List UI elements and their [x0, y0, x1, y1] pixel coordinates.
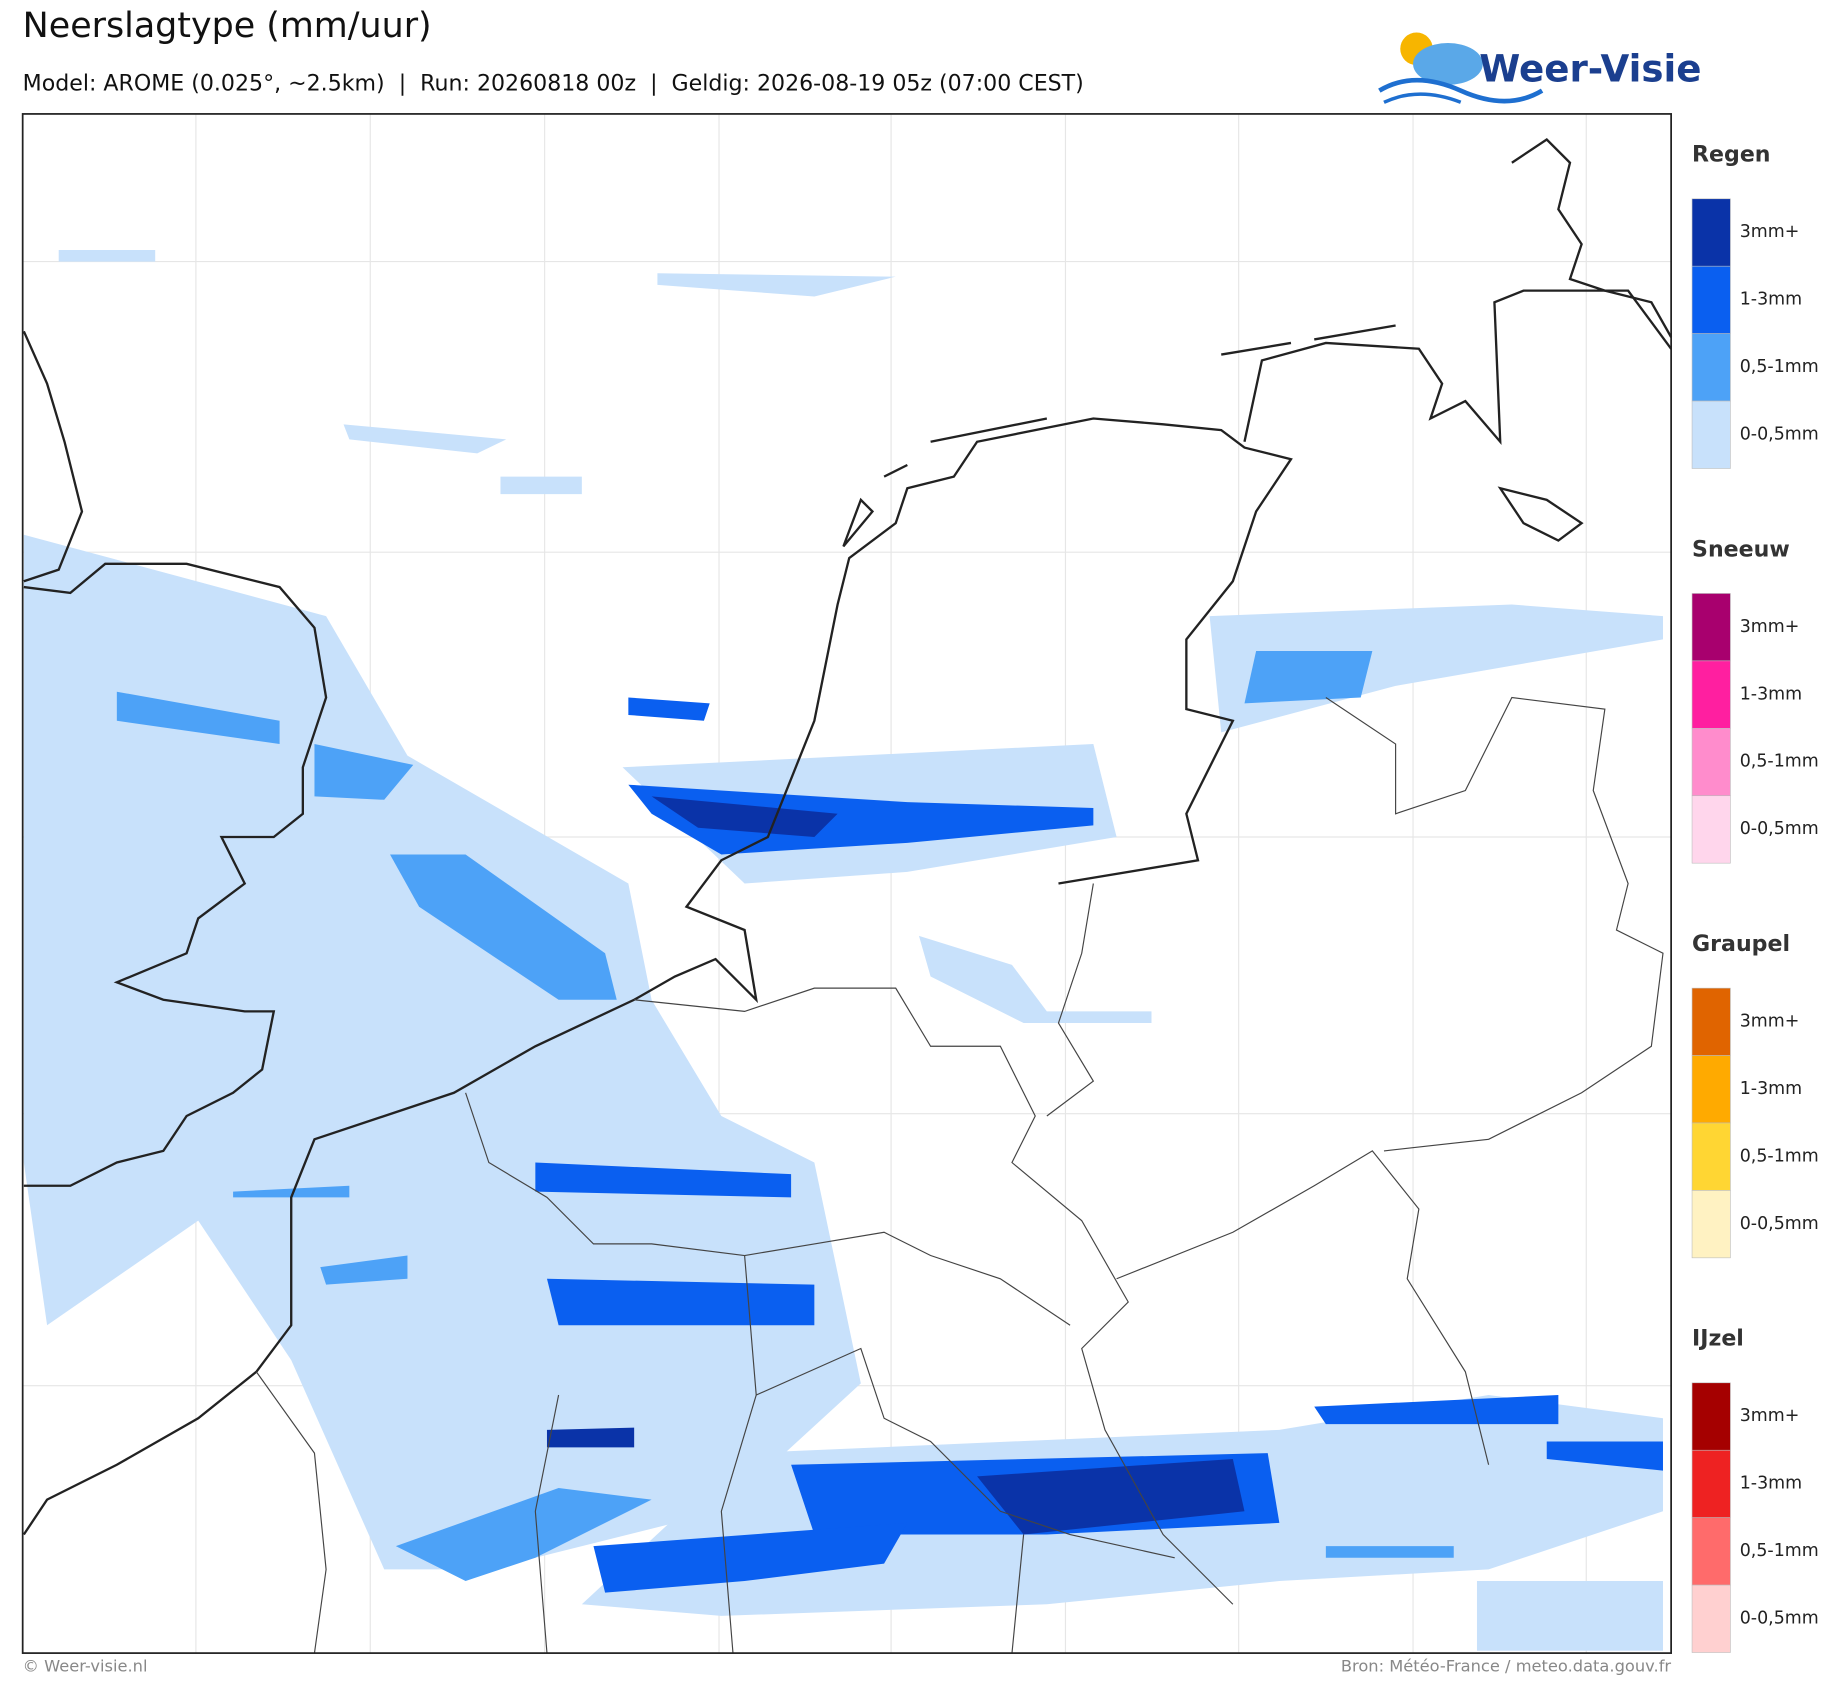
coastlines — [22, 138, 1673, 1536]
legend-swatch — [1691, 593, 1731, 662]
credit: © Weer-visie.nl — [23, 1657, 148, 1676]
logo-text: Weer-Visie — [1479, 46, 1701, 90]
rain-area — [390, 854, 617, 1000]
legend-swatch — [1691, 795, 1731, 864]
legend-label: 0-0,5mm — [1740, 1608, 1819, 1628]
legend-swatch — [1691, 728, 1731, 797]
legend-swatch — [1691, 265, 1731, 334]
rain-area — [58, 249, 156, 262]
legend-title: Regen — [1692, 143, 1770, 168]
rain-area — [1314, 1395, 1559, 1425]
legend-label: 1-3mm — [1740, 1474, 1802, 1494]
legend-label: 0,5-1mm — [1740, 752, 1819, 772]
subtitle: Model: AROME (0.025°, ~2.5km) | Run: 202… — [23, 72, 1084, 97]
legend-swatch — [1691, 1055, 1731, 1124]
legend-label: 1-3mm — [1740, 290, 1802, 310]
map-frame — [21, 113, 1672, 1654]
legend-swatch — [1691, 1122, 1731, 1191]
rain-area — [500, 476, 582, 495]
legend-swatch — [1691, 660, 1731, 729]
rain-area — [314, 744, 414, 800]
legend-label: 3mm+ — [1740, 1406, 1800, 1426]
rain-area — [651, 796, 838, 838]
borders — [255, 696, 1664, 1654]
source: Bron: Météo-France / meteo.data.gouv.fr — [1341, 1657, 1672, 1676]
rain-area — [116, 691, 280, 745]
legend-label: 0,5-1mm — [1740, 1146, 1819, 1166]
legend-label: 0,5-1mm — [1740, 357, 1819, 377]
legend-label: 0,5-1mm — [1740, 1541, 1819, 1561]
legend-label: 3mm+ — [1740, 617, 1800, 637]
rain-area — [977, 1458, 1245, 1535]
rain-area — [1325, 1546, 1454, 1558]
legend-swatch — [1691, 400, 1731, 469]
rain-area — [535, 1162, 792, 1198]
rain-area — [320, 1255, 408, 1285]
legend-swatch — [1691, 198, 1731, 267]
logo: Weer-Visie — [1378, 32, 1701, 104]
rain-area — [546, 1278, 815, 1326]
legend-label: 0-0,5mm — [1740, 424, 1819, 444]
rain-area — [1209, 604, 1663, 733]
legend-swatch — [1691, 333, 1731, 402]
rain-area — [593, 1522, 908, 1593]
legend-label: 3mm+ — [1740, 222, 1800, 242]
legend-label: 1-3mm — [1740, 684, 1802, 704]
legend-swatch — [1691, 1584, 1731, 1653]
title: Neerslagtype (mm/uur) — [23, 6, 432, 46]
legend-title: Sneeuw — [1692, 537, 1790, 562]
map — [21, 113, 1673, 1654]
legend-swatch — [1691, 987, 1731, 1056]
legend-swatch — [1691, 1517, 1731, 1586]
rain-area — [918, 935, 1152, 1024]
legend-label: 3mm+ — [1740, 1012, 1800, 1032]
legend-swatch — [1691, 1382, 1731, 1451]
precipitation — [23, 249, 1663, 1651]
legend-title: IJzel — [1692, 1327, 1744, 1352]
rain-area — [233, 1185, 350, 1198]
rain-area — [343, 424, 507, 454]
rain-area — [657, 273, 896, 297]
rain-area — [628, 697, 710, 721]
legend: Regen 3mm+ 1-3mm 0,5-1mm 0-0,5mm Sneeuw 3mm+ 1-… — [1691, 143, 1819, 1653]
rain-area — [546, 1427, 635, 1448]
legend-title: Graupel — [1692, 932, 1790, 957]
rain-area — [628, 784, 1094, 855]
rain-area — [1476, 1581, 1663, 1651]
rain-area — [1244, 651, 1373, 704]
legend-swatch — [1691, 1190, 1731, 1259]
rain-area — [1546, 1441, 1663, 1471]
legend-label: 1-3mm — [1740, 1079, 1802, 1099]
legend-swatch — [1691, 1449, 1731, 1518]
legend-label: 0-0,5mm — [1740, 1214, 1819, 1234]
rain-area — [395, 1488, 652, 1582]
legend-label: 0-0,5mm — [1740, 819, 1819, 839]
